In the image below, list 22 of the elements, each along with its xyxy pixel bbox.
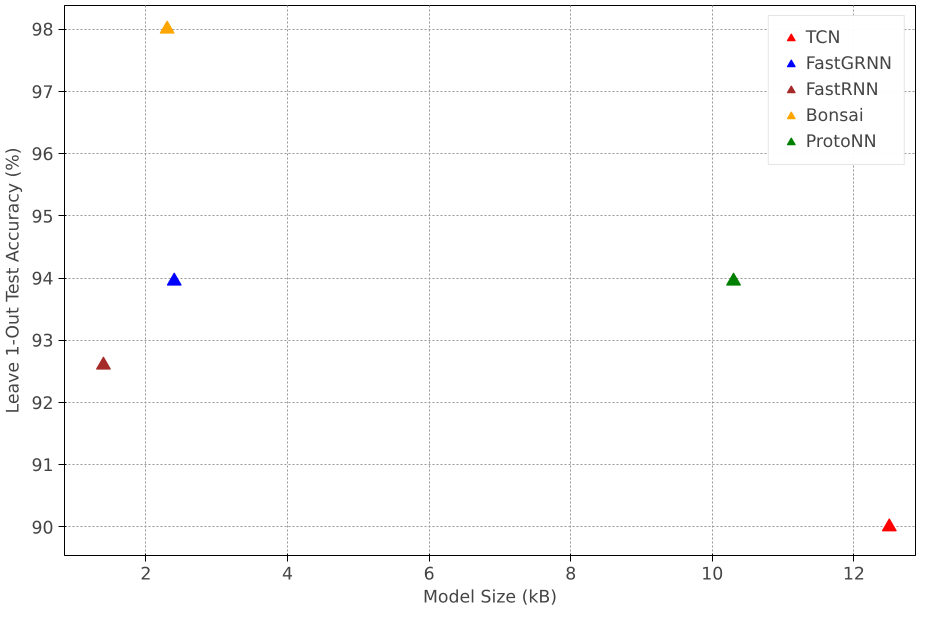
x-tick-label: 4 [282,564,294,584]
legend-label: TCN [806,28,840,48]
y-tick-label: 96 [31,145,54,166]
x-tick-label: 12 [842,564,865,584]
y-tick-label: 94 [31,270,54,290]
x-axis-title: Model Size (kB) [422,588,558,608]
y-tick-label: 90 [31,518,54,538]
legend-label: Bonsai [806,106,864,126]
y-tick-label: 95 [31,207,54,228]
y-axis-title: Leave 1-Out Test Accuracy (%) [3,148,24,414]
x-tick-label: 6 [424,564,435,584]
y-tick-label: 91 [31,456,54,476]
legend-label: FastRNN [806,80,879,100]
y-tick-label: 93 [31,332,54,352]
x-tick-label: 2 [140,564,152,584]
y-tick-label: 92 [31,394,54,414]
y-tick-label: 98 [31,20,54,41]
legend-label: FastGRNN [806,54,892,74]
legend-label: ProtoNN [806,132,877,152]
y-tick-label: 97 [31,82,54,103]
x-tick-label: 8 [565,564,576,584]
x-tick-label: 10 [701,564,724,584]
